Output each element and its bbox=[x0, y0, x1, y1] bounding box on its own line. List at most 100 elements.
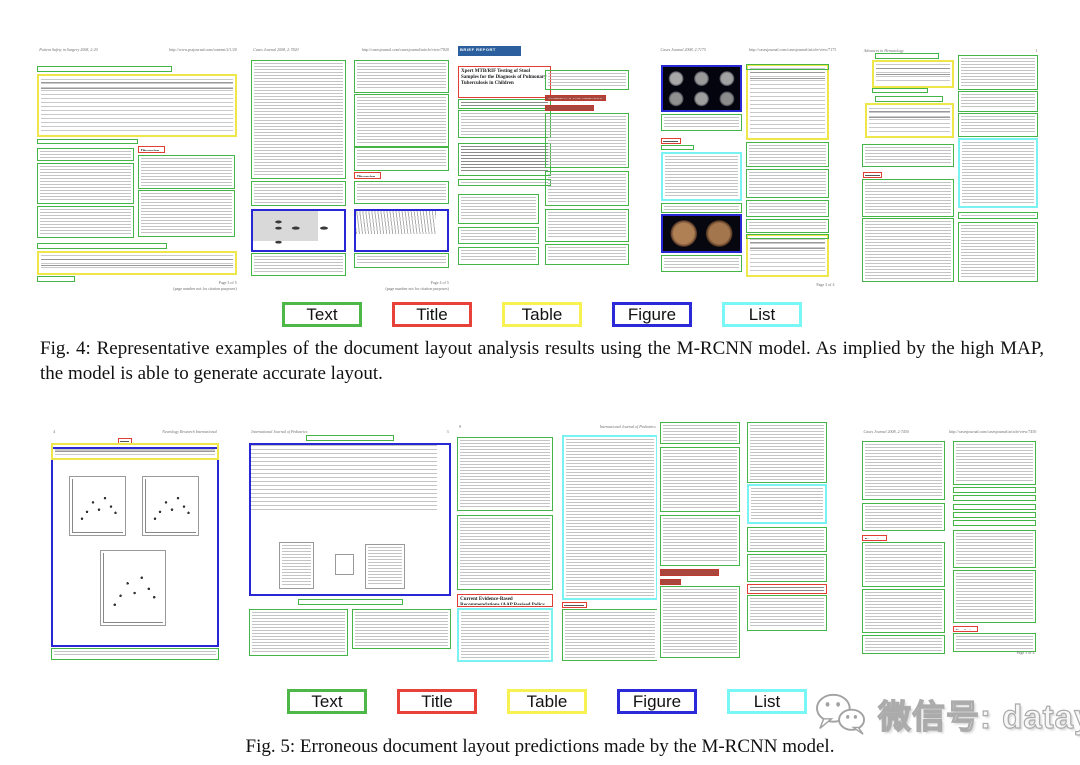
region-text bbox=[354, 146, 449, 172]
region-text bbox=[952, 633, 1037, 653]
region-figure bbox=[251, 208, 346, 252]
doc-tiny-text: 3 bbox=[446, 428, 449, 434]
region-text bbox=[458, 98, 552, 110]
region-panel bbox=[100, 550, 167, 627]
region-text bbox=[861, 589, 946, 634]
legend-item-figure: Figure bbox=[617, 689, 697, 714]
region-list bbox=[660, 152, 742, 202]
doc-tiny-text: Advances in Hematology bbox=[863, 48, 904, 54]
region-label: Discussion bbox=[357, 174, 376, 178]
doc-page-b5: Discussion Conclusion Cases Journal 2008, … bbox=[858, 424, 1040, 662]
region-text bbox=[872, 88, 929, 94]
legend-item-list: List bbox=[727, 689, 807, 714]
doc-tiny-text: Neurology Research International bbox=[162, 428, 217, 434]
region-text bbox=[458, 143, 552, 177]
region-text bbox=[861, 502, 946, 532]
doc-tiny-text: Cases Journal 2008, 2:7175 bbox=[660, 47, 706, 53]
region-list bbox=[746, 484, 827, 525]
region-label: Discussion bbox=[141, 147, 160, 151]
region-list bbox=[958, 138, 1038, 208]
region-title bbox=[561, 602, 587, 608]
region-table bbox=[37, 250, 237, 275]
doc-tiny-text: 4 bbox=[53, 428, 56, 434]
region-text bbox=[458, 193, 540, 225]
region-text bbox=[952, 520, 1037, 527]
region-label: BRIEF REPORT bbox=[458, 45, 521, 56]
region-text bbox=[37, 163, 134, 204]
doc-page-b2: International Journal of Pediatrics 3 bbox=[245, 424, 455, 660]
region-text bbox=[952, 487, 1037, 493]
region-text bbox=[861, 144, 955, 168]
doc-tiny-text: Page 3 of 5 bbox=[218, 279, 237, 285]
region-list bbox=[457, 608, 554, 662]
region-text bbox=[861, 178, 955, 217]
region-text bbox=[660, 202, 742, 213]
region-text bbox=[458, 226, 540, 245]
region-text bbox=[660, 446, 741, 513]
region-figure bbox=[249, 442, 451, 597]
region-text bbox=[746, 553, 827, 582]
region-panel bbox=[68, 476, 127, 536]
region-panel bbox=[335, 553, 355, 576]
region-title: Discussion bbox=[138, 145, 166, 153]
region-text bbox=[660, 586, 741, 659]
region-text bbox=[952, 503, 1037, 510]
region-panel bbox=[141, 476, 200, 536]
region-text bbox=[37, 206, 134, 239]
region-text bbox=[745, 200, 829, 217]
region-text bbox=[37, 243, 168, 249]
region-text bbox=[545, 112, 629, 169]
region-label: Conclusion bbox=[955, 628, 976, 630]
region-title: Conclusion bbox=[952, 626, 979, 633]
doc-tiny-text: Cases Journal 2008, 2:7820 bbox=[253, 47, 299, 53]
region-text bbox=[745, 64, 829, 70]
region-label: MATERIALS AND METHODS bbox=[547, 97, 604, 99]
region-text bbox=[545, 69, 629, 91]
doc-tiny-text: International Journal of Pediatrics bbox=[251, 428, 308, 434]
region-table bbox=[745, 64, 829, 140]
region-text bbox=[458, 246, 540, 265]
region-title-filled bbox=[660, 579, 682, 586]
doc-tiny-text: Cases Journal 2008, 2:7450 bbox=[863, 428, 909, 434]
region-title bbox=[862, 172, 883, 178]
region-text bbox=[545, 244, 629, 265]
region-text bbox=[352, 609, 451, 650]
legend-item-title: Title bbox=[392, 302, 472, 327]
region-figure bbox=[354, 208, 449, 252]
region-text bbox=[861, 541, 946, 588]
region-title: Xpert MTB/RIF Testing of Stool Samples f… bbox=[458, 66, 552, 98]
region-panel bbox=[278, 542, 315, 590]
watermark: 微信号: datayx bbox=[812, 690, 1080, 738]
doc-tiny-text: http://casesjournal.com/casesjournal/art… bbox=[749, 47, 837, 53]
region-table bbox=[745, 234, 829, 278]
fig4-caption: Fig. 4: Representative examples of the d… bbox=[40, 338, 1044, 384]
doc-page-b4 bbox=[657, 420, 830, 663]
region-text bbox=[660, 254, 742, 273]
region-text bbox=[297, 598, 403, 605]
doc-tiny-text: Page 3 of 4 bbox=[816, 282, 835, 288]
region-text bbox=[545, 208, 629, 242]
region-figure bbox=[660, 214, 742, 254]
region-text bbox=[745, 141, 829, 168]
region-text bbox=[745, 234, 829, 240]
region-text bbox=[874, 96, 944, 102]
region-text bbox=[874, 53, 939, 59]
region-text bbox=[37, 66, 172, 73]
region-figure bbox=[660, 64, 742, 112]
doc-tiny-text: International Journal of Pediatrics bbox=[599, 423, 656, 429]
region-text bbox=[660, 114, 742, 131]
legend-item-list: List bbox=[722, 302, 802, 327]
doc-tiny-text: 8 bbox=[459, 423, 462, 429]
region-text bbox=[746, 422, 827, 484]
legend-item-figure: Figure bbox=[612, 302, 692, 327]
doc-page-t3: BRIEF REPORT Xpert MTB/RIF Testing of Sto… bbox=[456, 42, 659, 295]
region-text bbox=[952, 440, 1037, 485]
legend-item-title: Title bbox=[397, 689, 477, 714]
doc-page-t1: Discussion Patient Safety in Surgery 2008… bbox=[33, 42, 243, 295]
region-text bbox=[138, 190, 235, 237]
doc-tiny-text: http://casesjournal.com/casesjournal/art… bbox=[949, 428, 1037, 434]
region-text bbox=[458, 110, 552, 139]
region-text bbox=[952, 495, 1037, 502]
legend-item-text: Text bbox=[282, 302, 362, 327]
region-table bbox=[872, 59, 955, 88]
